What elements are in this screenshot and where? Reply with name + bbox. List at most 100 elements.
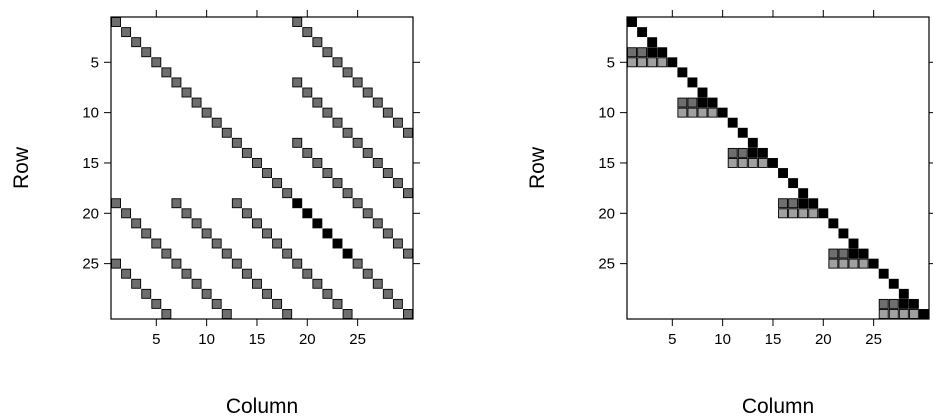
matrix-cell: [818, 208, 829, 219]
matrix-cell: [322, 228, 333, 239]
matrix-cell: [191, 97, 202, 108]
matrix-cell: [382, 288, 393, 299]
matrix-cell: [111, 198, 121, 209]
matrix-cell: [788, 178, 799, 189]
y-tick-label: 10: [598, 105, 615, 122]
matrix-cell: [647, 37, 658, 48]
matrix-cell: [151, 238, 162, 249]
matrix-cell: [637, 47, 648, 58]
matrix-cell: [272, 238, 283, 249]
matrix-cell: [382, 107, 393, 118]
matrix-cell: [362, 87, 373, 98]
matrix-cell: [322, 288, 333, 299]
matrix-cell: [382, 228, 393, 239]
matrix-cell: [858, 248, 869, 259]
matrix-cell: [898, 288, 909, 299]
matrix-cell: [201, 288, 212, 299]
matrix-cell: [352, 258, 363, 269]
matrix-cell: [272, 178, 283, 189]
matrix-cell: [908, 309, 919, 319]
y-tick-label: 25: [82, 256, 99, 273]
matrix-cell: [888, 298, 899, 309]
matrix-cell: [747, 147, 758, 158]
matrix-cell: [727, 117, 738, 128]
matrix-cell: [352, 77, 363, 88]
matrix-cell: [181, 208, 192, 219]
matrix-cell: [121, 27, 132, 38]
matrix-cell: [302, 208, 313, 219]
matrix-cell: [272, 298, 283, 309]
matrix-cell: [403, 248, 413, 259]
matrix-cell: [878, 309, 889, 319]
matrix-cell: [848, 248, 859, 259]
matrix-cell: [627, 57, 637, 68]
matrix-cell: [707, 107, 718, 118]
matrix-cell: [848, 238, 859, 249]
matrix-cell: [262, 288, 272, 299]
matrix-cell: [252, 218, 262, 229]
heatmap-panel-2: 5 10 15 20 25 5 10 15 20 25 Column Row: [526, 10, 933, 417]
matrix-cell: [262, 168, 272, 178]
matrix-cell: [292, 198, 303, 209]
x-tick-label: 10: [198, 331, 215, 348]
matrix-cell: [788, 208, 799, 219]
matrix-cell: [111, 17, 121, 27]
matrix-cell: [171, 198, 182, 209]
matrix-cell: [848, 258, 859, 269]
plot-frame: [626, 16, 930, 320]
matrix-cell: [131, 218, 142, 229]
matrix-cell: [231, 258, 242, 269]
matrix-cell: [677, 97, 688, 108]
matrix-cell: [322, 107, 333, 118]
matrix-cell: [362, 208, 373, 219]
matrix-cell: [392, 178, 403, 189]
matrix-cell: [788, 198, 799, 209]
matrix-cell: [687, 97, 698, 108]
matrix-cell: [888, 309, 899, 319]
matrix-cell: [888, 278, 899, 289]
matrix-cell: [131, 37, 142, 48]
matrix-cell: [322, 168, 333, 178]
matrix-cell: [342, 67, 353, 78]
matrix-cell: [121, 268, 132, 279]
matrix-cell: [878, 298, 889, 309]
matrix-cell: [687, 107, 698, 118]
matrix-cell: [838, 248, 849, 259]
matrix-cell: [858, 258, 869, 269]
matrix-cell: [171, 258, 182, 269]
matrix-cell: [292, 258, 303, 269]
matrix-cell: [292, 77, 303, 88]
plot-frame: [110, 16, 414, 320]
matrix-cell: [908, 298, 919, 309]
x-tick-label: 5: [152, 331, 160, 348]
matrix-cell: [282, 188, 293, 199]
matrix-cell: [727, 147, 738, 158]
matrix-cell: [211, 298, 222, 309]
matrix-cell: [747, 158, 758, 168]
matrix-cell: [403, 309, 413, 319]
matrix-cell: [707, 97, 718, 108]
matrix-cell: [727, 158, 738, 168]
matrix-cell: [161, 309, 172, 319]
y-tick-label: 15: [598, 155, 615, 172]
matrix-cell: [372, 278, 383, 289]
matrix-cell: [627, 47, 637, 58]
matrix-cell: [342, 188, 353, 199]
matrix-cell: [808, 198, 819, 209]
matrix-cell: [372, 97, 383, 108]
matrix-cell: [372, 218, 383, 229]
matrix-cell: [332, 238, 343, 249]
matrix-cell: [808, 208, 819, 219]
matrix-cell: [828, 258, 839, 269]
matrix-cell: [798, 188, 809, 199]
matrix-cell: [241, 208, 252, 219]
matrix-cell: [252, 158, 262, 168]
matrix-cell: [647, 47, 658, 58]
matrix-cell: [737, 158, 748, 168]
matrix-cell: [768, 158, 778, 168]
matrix-cell: [161, 248, 172, 259]
y-tick-label: 15: [82, 155, 99, 172]
matrix-cell: [838, 228, 849, 239]
matrix-cell: [312, 278, 323, 289]
matrix-cell: [687, 77, 698, 88]
